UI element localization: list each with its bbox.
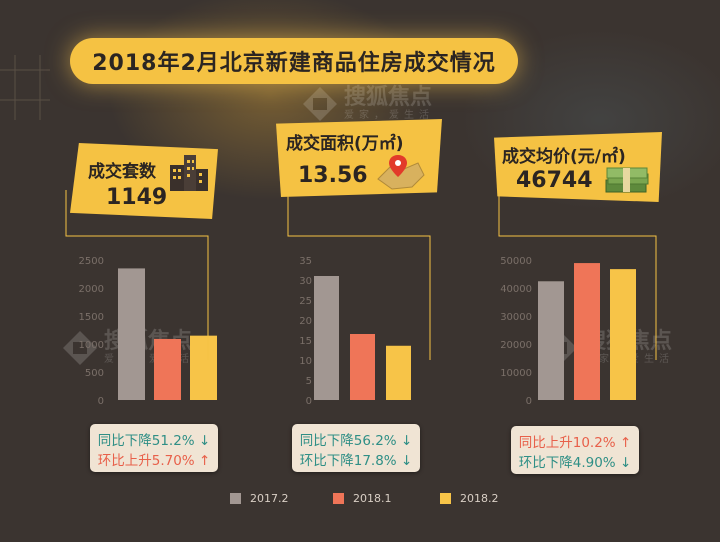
stat-box-units: 同比下降51.2% ↓ 环比上升5.70% ↑	[90, 424, 218, 472]
y-tick-label: 15	[299, 336, 312, 347]
y-tick-label: 50000	[500, 256, 532, 267]
watermark-logo-icon	[303, 87, 337, 121]
card-area-label: 成交面积(万㎡)	[286, 134, 404, 154]
stat-box-price: 同比上升10.2% ↑ 环比下降4.90% ↓	[511, 426, 639, 474]
y-tick-label: 10000	[500, 368, 532, 379]
stat-yoy-text: 同比下降56.2%	[299, 433, 397, 449]
y-tick-label: 10	[299, 356, 312, 367]
arrow-down-icon: ↓	[400, 453, 413, 469]
card-area-sold: 成交面积(万㎡) 13.56	[276, 119, 442, 197]
arrow-down-icon: ↓	[400, 433, 413, 449]
watermark-logo-icon	[63, 331, 97, 365]
bar-chart-3: 0 10000 20000 30000 40000 50000	[500, 256, 636, 407]
card-units-label: 成交套数	[88, 162, 156, 182]
stat-yoy-line: 同比下降51.2% ↓	[90, 429, 218, 449]
stat-mom-line: 环比下降4.90% ↓	[511, 451, 639, 471]
bar-chart-2: 0 5 10 15 20 25 30 35	[299, 256, 411, 407]
y-tick-label: 20	[299, 316, 312, 327]
stat-yoy-text: 同比上升10.2%	[518, 435, 616, 451]
connector-card-3	[498, 192, 657, 360]
watermark-main-text: 搜狐焦点	[344, 85, 433, 110]
title-banner: 2018年2月北京新建商品住房成交情况	[70, 38, 518, 84]
y-tick-label: 40000	[500, 284, 532, 295]
card-price-value: 46744	[516, 168, 593, 193]
connector-lines	[65, 185, 657, 360]
card-units-sold: 成交套数 1149	[70, 143, 218, 219]
arrow-down-icon: ↓	[198, 433, 211, 449]
bar-2018.2	[190, 335, 217, 400]
stat-mom-text: 环比下降17.8%	[299, 453, 397, 469]
stat-mom-line: 环比上升5.70% ↑	[90, 449, 218, 469]
y-tick-label: 5	[306, 376, 312, 387]
card-avg-price: 成交均价(元/㎡) 46744	[494, 132, 662, 202]
stat-yoy-text: 同比下降51.2%	[97, 433, 195, 449]
bar-2018.2	[610, 269, 636, 400]
card-area-value: 13.56	[298, 163, 368, 188]
stat-box-area: 同比下降56.2% ↓ 环比下降17.8% ↓	[292, 424, 420, 472]
bar-chart-1: 0 500 1000 1500 2000 2500	[79, 256, 217, 407]
corner-decoration	[0, 55, 50, 120]
bar-2017.2	[118, 268, 145, 400]
legend-label: 2018.2	[460, 492, 499, 505]
y-tick-label: 30	[299, 276, 312, 287]
watermark-top: 搜狐焦点 爱家，爱生活	[300, 84, 434, 124]
stat-yoy-line: 同比下降56.2% ↓	[292, 429, 420, 449]
bar-2018.2	[386, 345, 411, 400]
y-tick-label: 20000	[500, 340, 532, 351]
connector-card-2	[287, 185, 431, 360]
y-tick-label: 0	[98, 396, 104, 407]
page-title: 2018年2月北京新建商品住房成交情况	[92, 51, 496, 76]
y-tick-label: 1000	[79, 340, 104, 351]
legend-label: 2018.1	[353, 492, 392, 505]
legend-label: 2017.2	[250, 492, 289, 505]
y-tick-label: 35	[299, 256, 312, 267]
legend-swatch	[230, 493, 241, 504]
legend-item-2018-1: 2018.1	[333, 492, 392, 505]
y-tick-label: 30000	[500, 312, 532, 323]
money-stack-icon	[605, 167, 649, 193]
y-tick-label: 500	[85, 368, 104, 379]
connector-card-1	[65, 190, 209, 360]
watermark-sub-text: 爱家，爱生活	[344, 110, 434, 121]
y-tick-label: 0	[306, 396, 312, 407]
arrow-up-icon: ↑	[619, 435, 632, 451]
stat-mom-line: 环比下降17.8% ↓	[292, 449, 420, 469]
y-tick-label: 25	[299, 296, 312, 307]
bar-2017.2	[538, 281, 564, 400]
bar-2018.1	[574, 263, 600, 400]
map-pin-icon	[377, 155, 425, 190]
stat-mom-text: 环比下降4.90%	[518, 455, 616, 471]
bar-2018.1	[350, 334, 375, 400]
arrow-down-icon: ↓	[619, 455, 632, 471]
y-tick-label: 0	[526, 396, 532, 407]
legend-item-2018-2: 2018.2	[440, 492, 499, 505]
legend-swatch	[333, 493, 344, 504]
y-tick-label: 2000	[79, 284, 104, 295]
legend-item-2017-2: 2017.2	[230, 492, 289, 505]
stat-yoy-line: 同比上升10.2% ↑	[511, 431, 639, 451]
bar-2018.1	[154, 338, 181, 400]
bar-2017.2	[314, 276, 339, 400]
legend-swatch	[440, 493, 451, 504]
stat-mom-text: 环比上升5.70%	[97, 453, 195, 469]
y-tick-label: 2500	[79, 256, 104, 267]
buildings-icon	[170, 155, 208, 191]
arrow-up-icon: ↑	[198, 453, 211, 469]
card-price-label: 成交均价(元/㎡)	[502, 147, 626, 167]
watermark-sub-text: 爱家，爱生活	[104, 354, 194, 365]
card-units-value: 1149	[106, 185, 168, 210]
y-tick-label: 1500	[79, 312, 104, 323]
